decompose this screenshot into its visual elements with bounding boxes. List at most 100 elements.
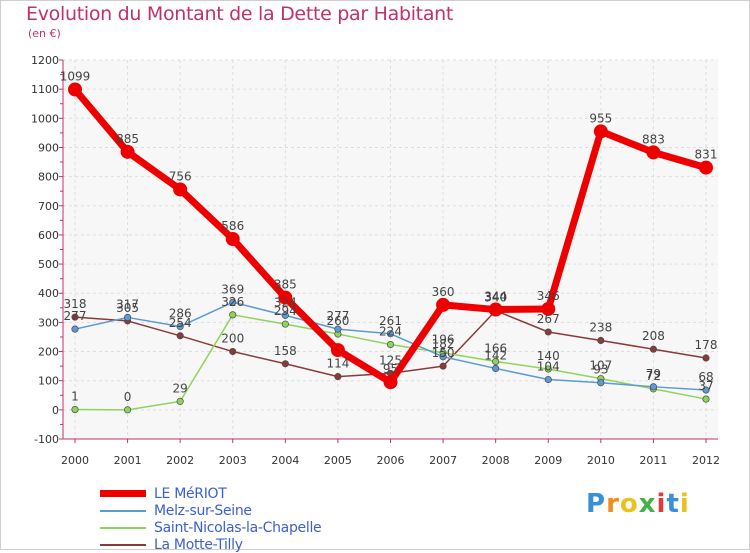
data-label: 104 [537, 360, 560, 374]
data-point [386, 330, 395, 338]
data-point [597, 336, 605, 345]
data-point [71, 406, 79, 414]
y-tick-label: 600 [38, 229, 59, 242]
data-label: 200 [221, 332, 244, 346]
data-label: 277 [326, 309, 349, 323]
y-tick-label: 800 [38, 171, 59, 184]
chart-subtitle: (en €) [28, 27, 61, 40]
data-point [702, 395, 710, 403]
data-label: 238 [589, 320, 612, 334]
data-point [229, 311, 237, 319]
x-tick-label: 2009 [534, 454, 562, 467]
data-point [176, 322, 184, 331]
legend-item: Saint-Nicolas-la-Chapelle [100, 519, 322, 536]
logo-letter: x [638, 489, 657, 519]
data-label: 1 [71, 390, 79, 404]
data-point [702, 354, 710, 362]
data-point [439, 353, 447, 361]
data-point [439, 362, 447, 370]
data-label: 178 [695, 338, 718, 352]
data-point [436, 297, 451, 312]
data-label: 344 [484, 290, 507, 304]
data-point [649, 383, 657, 391]
data-label: 37 [698, 379, 713, 393]
data-label: 885 [116, 132, 139, 146]
data-label: 385 [274, 278, 297, 292]
data-point [330, 343, 345, 358]
line-chart: -100 0 100 200 300 400 500 600 700 800 900 1000 1100… [31, 54, 720, 467]
series-3 [71, 307, 710, 381]
legend-swatch [100, 526, 146, 529]
data-label: 107 [589, 359, 612, 373]
legend-item: Melz-sur-Seine [100, 502, 321, 519]
data-point [492, 357, 500, 366]
logo-letter: i [679, 489, 690, 519]
legend-swatch [100, 543, 146, 546]
data-point [176, 332, 184, 340]
data-label: 29 [173, 381, 188, 395]
data-label: 182 [432, 337, 455, 351]
data-label: 261 [379, 314, 402, 328]
x-tick-label: 2008 [482, 454, 510, 467]
y-tick-label: 300 [38, 316, 59, 329]
data-label: 324 [274, 295, 297, 309]
data-label: 318 [64, 297, 87, 311]
data-label: 756 [169, 169, 192, 183]
data-point [229, 298, 237, 306]
data-label: 125 [379, 353, 402, 367]
x-tick-label: 2002 [166, 454, 194, 467]
data-label: 326 [221, 295, 244, 309]
data-label: 305 [116, 301, 139, 315]
data-label: 831 [695, 148, 718, 162]
data-label: 158 [274, 344, 297, 358]
data-label: 369 [221, 282, 244, 296]
legend-label: Melz-sur-Seine [154, 502, 252, 519]
data-label: 208 [642, 329, 665, 343]
x-tick-label: 2005 [324, 454, 352, 467]
data-label: 142 [484, 348, 507, 362]
data-point [544, 365, 552, 373]
data-point [646, 145, 661, 160]
data-label: 254 [169, 316, 192, 330]
logo-letter: o [619, 489, 639, 519]
logo-letter: i [656, 489, 667, 519]
data-label: 1099 [60, 69, 91, 83]
x-tick-label: 2000 [61, 454, 89, 467]
data-label: 114 [326, 357, 349, 371]
data-label: 79 [646, 367, 661, 381]
y-tick-label: 1200 [31, 54, 59, 67]
logo-letter: P [586, 489, 607, 519]
x-tick-label: 2006 [377, 454, 405, 467]
legend-label: LE MéRIOT [154, 485, 227, 502]
data-label: 93 [593, 363, 608, 377]
data-point [383, 375, 398, 390]
data-label: 955 [589, 111, 612, 125]
data-label: 267 [537, 312, 560, 326]
data-label: 286 [169, 306, 192, 320]
y-tick-label: 1000 [31, 112, 59, 125]
data-label: 360 [432, 285, 455, 299]
data-point [386, 340, 395, 349]
data-label: 0 [124, 390, 132, 404]
y-tick-label: 700 [38, 200, 59, 213]
data-point [649, 345, 657, 353]
data-point [225, 232, 240, 247]
data-point [699, 160, 713, 175]
x-tick-label: 2003 [219, 454, 247, 467]
data-point [281, 320, 289, 328]
legend-item: La Motte-Tilly [100, 536, 321, 553]
data-point [597, 379, 605, 387]
data-label: 68 [698, 370, 713, 384]
legend-label: La Motte-Tilly [154, 536, 243, 553]
logo-letter: t [666, 489, 680, 519]
logo-letter: r [606, 489, 620, 519]
y-tick-label: 900 [38, 141, 59, 154]
data-label: 883 [642, 132, 665, 146]
data-point [281, 360, 289, 368]
chart-title: Evolution du Montant de la Dette par Hab… [26, 3, 454, 25]
data-point [278, 290, 293, 305]
legend-swatch [100, 509, 146, 512]
data-point [71, 313, 79, 321]
x-tick-label: 2007 [429, 454, 457, 467]
x-tick-label: 2001 [114, 454, 142, 467]
